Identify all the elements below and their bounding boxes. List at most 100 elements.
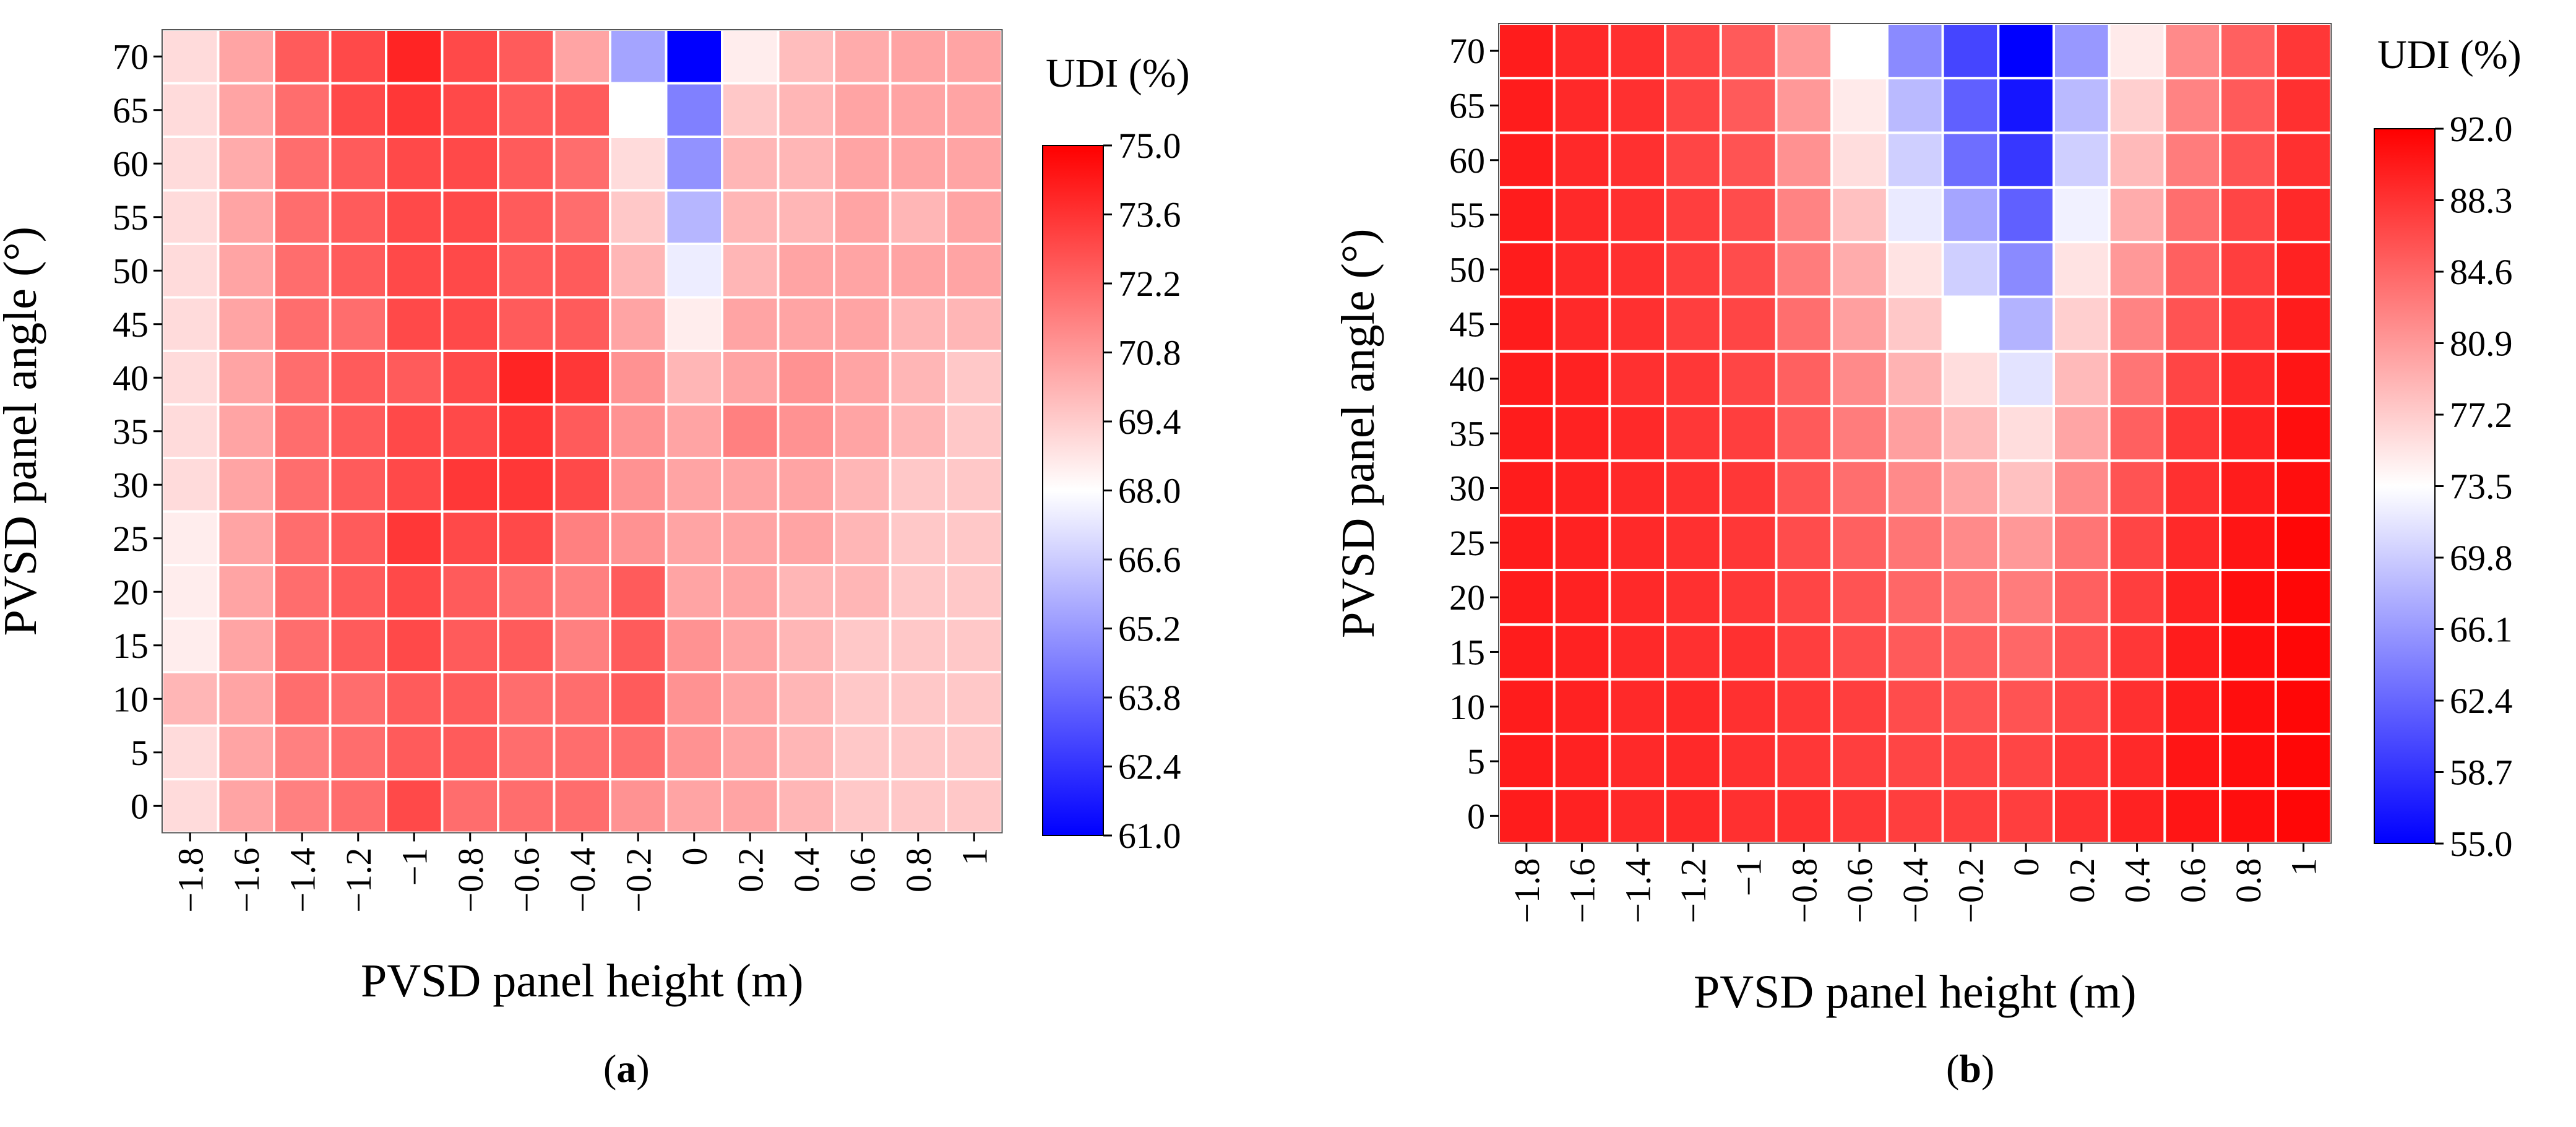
x-tick-label: 0.8 [2228, 858, 2268, 904]
heatmap-cell [385, 778, 444, 834]
heatmap-cell [329, 564, 387, 620]
heatmap-cell [2108, 350, 2166, 408]
heatmap-cell [889, 136, 947, 192]
heatmap-cell [2219, 569, 2277, 626]
heatmap-cell [2053, 186, 2111, 244]
heatmap-cell [721, 28, 780, 85]
heatmap-cell [721, 403, 780, 459]
heatmap-cell [217, 617, 275, 673]
heatmap-cell [497, 82, 556, 138]
heatmap-cell [1885, 241, 1944, 298]
heatmap-cell [721, 457, 780, 513]
heatmap-cell [553, 457, 611, 513]
heatmap-cell [1608, 405, 1667, 462]
x-tick-label: 1 [954, 848, 994, 866]
heatmap-cell [777, 136, 835, 192]
colorbar-tick-label: 80.9 [2450, 324, 2513, 364]
heatmap-cell [385, 296, 444, 352]
heatmap-cell [1608, 569, 1667, 626]
heatmap-cell [217, 296, 275, 352]
heatmap-cell [1885, 22, 1944, 80]
heatmap-cell [1719, 22, 1778, 80]
heatmap-cell [1775, 569, 1833, 626]
heatmap-cell [441, 724, 499, 780]
heatmap-cell [2108, 295, 2166, 353]
heatmap-cell [161, 510, 220, 566]
colorbar-title: UDI (%) [2377, 32, 2522, 77]
heatmap-cell [1664, 77, 1722, 134]
heatmap-cell [2219, 732, 2277, 790]
colorbar-gradient [1042, 145, 1104, 836]
heatmap-cell [777, 617, 835, 673]
y-tick-label: 5 [131, 733, 149, 773]
heatmap-cell [1941, 569, 2000, 626]
heatmap-cell [217, 136, 275, 192]
heatmap-cell [1553, 787, 1611, 845]
colorbar-tick-label: 70.8 [1118, 333, 1181, 373]
y-tick-label: 50 [113, 251, 149, 291]
heatmap-cell [1719, 569, 1778, 626]
heatmap-cell [553, 403, 611, 459]
colorbar: UDI (%) 92.0 88.3 84.6 80.9 77.2 73.5 69.8 66.1 6… [2374, 32, 2522, 864]
colorbar-tick-label: 75.0 [1118, 126, 1181, 166]
heatmap-cell [1941, 295, 2000, 353]
colorbar-gradient [2374, 128, 2436, 844]
heatmap-cell [161, 296, 220, 352]
heatmap-cell [1553, 350, 1611, 408]
heatmap-cell [945, 189, 1004, 245]
heatmap-cell [1497, 295, 1556, 353]
heatmap-cell [1885, 623, 1944, 681]
y-tick-label: 45 [1449, 304, 1485, 345]
heatmap-cell [609, 82, 668, 138]
colorbar: UDI (%) 75.0 73.6 72.2 70.8 69.4 68.0 66.6 65.2 6… [1042, 51, 1190, 856]
heatmap-cell [1664, 732, 1722, 790]
heatmap-cell [553, 564, 611, 620]
heatmap-cell [777, 778, 835, 834]
heatmap-cell [1997, 459, 2056, 517]
heatmap-cell [1997, 623, 2056, 681]
heatmap-cell [833, 564, 892, 620]
heatmap-cell [1608, 678, 1667, 735]
heatmap-cell [1997, 131, 2056, 189]
heatmap-cell [217, 189, 275, 245]
heatmap-cell [665, 457, 723, 513]
heatmap-cell [1608, 732, 1667, 790]
heatmap-cell [1885, 131, 1944, 189]
heatmap-cell [385, 403, 444, 459]
heatmap-cell [2274, 77, 2333, 134]
heatmap-cell [833, 296, 892, 352]
heatmap-cell [721, 350, 780, 406]
heatmap-cell [1830, 241, 1889, 298]
heatmap-cell [217, 724, 275, 780]
heatmap-cell [385, 564, 444, 620]
y-tick-label: 70 [1449, 31, 1485, 71]
heatmap-cell [161, 564, 220, 620]
heatmap-cell [1719, 732, 1778, 790]
heatmap-cell [217, 671, 275, 727]
heatmap-cell [1885, 405, 1944, 462]
colorbar-tick-label: 72.2 [1118, 264, 1181, 304]
heatmap-cell [2163, 241, 2222, 298]
heatmap-cell [2108, 787, 2166, 845]
y-tick-label: 35 [113, 412, 149, 452]
heatmap-cell [777, 82, 835, 138]
y-tick-label: 15 [1449, 632, 1485, 672]
heatmap-cell [497, 457, 556, 513]
heatmap-cell [273, 671, 332, 727]
heatmap-cell [553, 189, 611, 245]
heatmap-cell [1664, 350, 1722, 408]
heatmap-cell [217, 28, 275, 85]
heatmap-cell [1664, 22, 1722, 80]
heatmap-cell [553, 617, 611, 673]
heatmap-cell [329, 724, 387, 780]
heatmap-cell [889, 671, 947, 727]
x-tick-label: 0.6 [842, 848, 882, 893]
heatmap-cell [1497, 350, 1556, 408]
heatmap-cell [777, 671, 835, 727]
heatmap-cell [1885, 569, 1944, 626]
heatmap-cell [553, 296, 611, 352]
heatmap-cell [1497, 186, 1556, 244]
heatmap-cell [2108, 459, 2166, 517]
heatmap-cell [1941, 623, 2000, 681]
